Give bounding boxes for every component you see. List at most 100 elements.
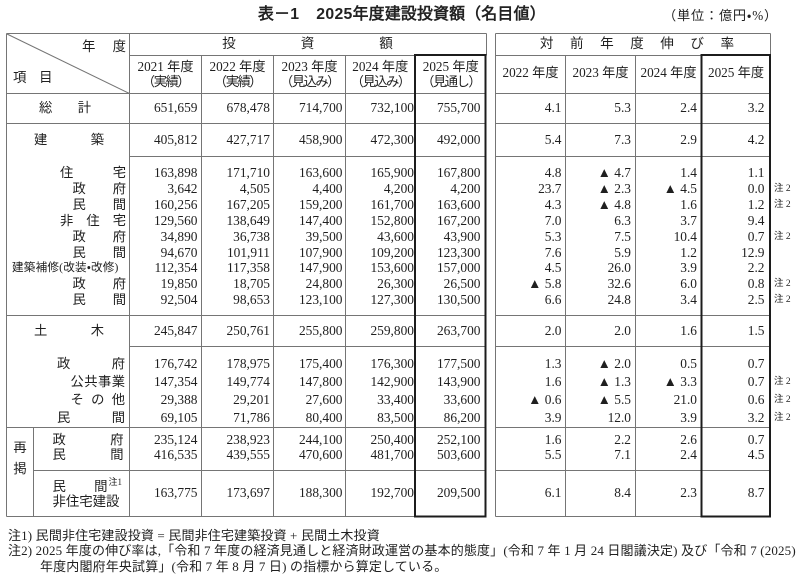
value-cell: 188,300 — [298, 485, 343, 500]
growth-cell: ▲ 2.0 — [597, 356, 631, 372]
value-cell: 255,800 — [298, 323, 343, 338]
value-cell: 101,911 — [226, 244, 270, 260]
growth-cell: 5.9 — [614, 244, 631, 260]
value-cell: 250,400 — [370, 431, 414, 447]
value-cell: 94,670 — [160, 244, 198, 260]
growth-cell: 2.4 — [680, 100, 697, 115]
growth-cell: 0.7 — [747, 374, 765, 390]
growth-cell: ▲ 4.7 — [597, 165, 631, 180]
growth-cell: 2.6 — [680, 431, 697, 447]
growth-cell: 2.2 — [747, 260, 765, 276]
corner-year-label: 年度 — [82, 39, 126, 54]
value-cell: 173,697 — [226, 485, 270, 500]
growth-cell: 7.1 — [614, 446, 631, 462]
growth-cell: 26.0 — [607, 260, 631, 276]
row-label: 民間 — [57, 410, 125, 426]
value-cell: 123,300 — [436, 244, 481, 260]
growth-cell: 2.4 — [680, 446, 697, 462]
value-cell: 732,100 — [370, 100, 414, 115]
row-label: 建築補修(改装・改修) — [12, 261, 119, 275]
value-cell: 472,300 — [370, 132, 414, 147]
table-row: 民間 92,504 98,653 123,100 127,300 130,500 6.6 24… — [0, 292, 800, 308]
footnote-line: 注1) 民間非住宅建設投資 = 民間非住宅建築投資 + 民間土木投資 — [8, 527, 380, 543]
row-label: 民間 — [72, 244, 127, 260]
value-cell: 39,500 — [305, 228, 343, 244]
growth-cell: 6.1 — [544, 485, 562, 500]
value-cell: 192,700 — [370, 485, 414, 500]
value-cell: 130,500 — [436, 292, 481, 308]
note2-marker: 注 2 — [774, 295, 791, 306]
value-cell: 263,700 — [436, 323, 481, 338]
value-cell: 163,600 — [436, 196, 481, 212]
value-cell: 157,000 — [436, 260, 481, 276]
value-cell: 29,201 — [233, 392, 270, 408]
note2-marker: 注 2 — [774, 279, 791, 290]
value-cell: 4,400 — [312, 180, 343, 196]
left-column-header: 2025 年度 （見通し） — [421, 58, 481, 90]
growth-cell: 0.7 — [747, 356, 765, 372]
growth-cell: 12.0 — [607, 410, 631, 426]
value-cell: 152,800 — [370, 212, 414, 228]
value-cell: 147,900 — [298, 260, 343, 276]
value-cell: 19,850 — [160, 276, 198, 292]
value-cell: 92,504 — [160, 292, 198, 308]
left-column-header: 2021 年度 （実績） — [137, 58, 194, 90]
table-row: 非住宅 129,560 138,649 147,400 152,800 167,200 7.… — [0, 213, 800, 229]
growth-cell: 12.9 — [741, 244, 765, 260]
growth-cell: 9.4 — [747, 212, 765, 228]
row-label: 総計 — [39, 100, 91, 115]
row-label: 政府 — [57, 356, 125, 372]
value-cell: 177,500 — [436, 356, 481, 372]
row-label: 非住宅 — [60, 212, 126, 228]
value-cell: 127,300 — [370, 292, 414, 308]
growth-cell: 4.1 — [544, 100, 562, 115]
note2-marker: 注 2 — [774, 413, 791, 424]
value-cell: 142,900 — [370, 374, 414, 390]
table-row: 政府 19,850 18,705 24,800 26,300 26,500 ▲ 5.8 32.… — [0, 276, 800, 292]
value-cell: 117,358 — [226, 260, 270, 276]
growth-cell: 1.6 — [544, 431, 562, 447]
row-label-line2: 非住宅建設 — [52, 493, 120, 509]
value-cell: 167,800 — [436, 165, 481, 180]
growth-cell: 4.3 — [544, 196, 562, 212]
growth-cell: 7.6 — [544, 244, 562, 260]
value-cell: 178,975 — [226, 356, 270, 372]
value-cell: 34,890 — [160, 228, 198, 244]
growth-cell: 4.8 — [544, 165, 562, 180]
row-label: 民間 — [52, 446, 124, 462]
growth-cell: 4.5 — [544, 260, 562, 276]
row-label: 住宅 — [60, 165, 126, 180]
value-cell: 167,205 — [226, 196, 270, 212]
growth-cell: 0.0 — [747, 180, 765, 196]
growth-cell: 1.5 — [747, 323, 765, 338]
value-cell: 129,560 — [153, 212, 198, 228]
value-cell: 175,400 — [298, 356, 343, 372]
table-row: 民間 94,670 101,911 107,900 109,200 123,300 7.6 5… — [0, 245, 800, 261]
value-cell: 83,500 — [377, 410, 414, 426]
value-cell: 171,710 — [226, 165, 270, 180]
footnote-line: 年度内閣府年央試算」(令和 7 年 8 月 7 日) の指標から算定している。 — [40, 559, 448, 574]
table-row: 総計 651,659 678,478 714,700 732,100 755,700 4.1… — [0, 100, 800, 116]
growth-cell: 3.2 — [747, 100, 765, 115]
value-cell: 163,775 — [153, 485, 198, 500]
growth-cell: 5.4 — [544, 132, 562, 147]
table-row: 土木 245,847 250,761 255,800 259,800 263,700 2.0… — [0, 323, 800, 339]
value-cell: 147,800 — [298, 374, 343, 390]
value-cell: 123,100 — [298, 292, 343, 308]
corner-item-label: 項目 — [13, 70, 53, 85]
growth-cell: 1.2 — [680, 244, 697, 260]
growth-cell: 1.4 — [680, 165, 697, 180]
growth-cell: 5.3 — [614, 100, 631, 115]
value-cell: 503,600 — [436, 446, 481, 462]
growth-cell: 0.7 — [747, 431, 765, 447]
value-cell: 244,100 — [298, 431, 343, 447]
growth-cell: 1.6 — [680, 196, 697, 212]
note1-ref: 注1 — [108, 477, 123, 487]
unit-label: （単位：億円・%） — [663, 8, 778, 23]
value-cell: 439,555 — [226, 446, 270, 462]
growth-cell: ▲ 3.3 — [663, 374, 697, 390]
value-cell: 138,649 — [226, 212, 270, 228]
left-column-header: 2022 年度 （実績） — [209, 58, 266, 90]
growth-cell: 7.0 — [544, 212, 562, 228]
value-cell: 147,400 — [298, 212, 343, 228]
